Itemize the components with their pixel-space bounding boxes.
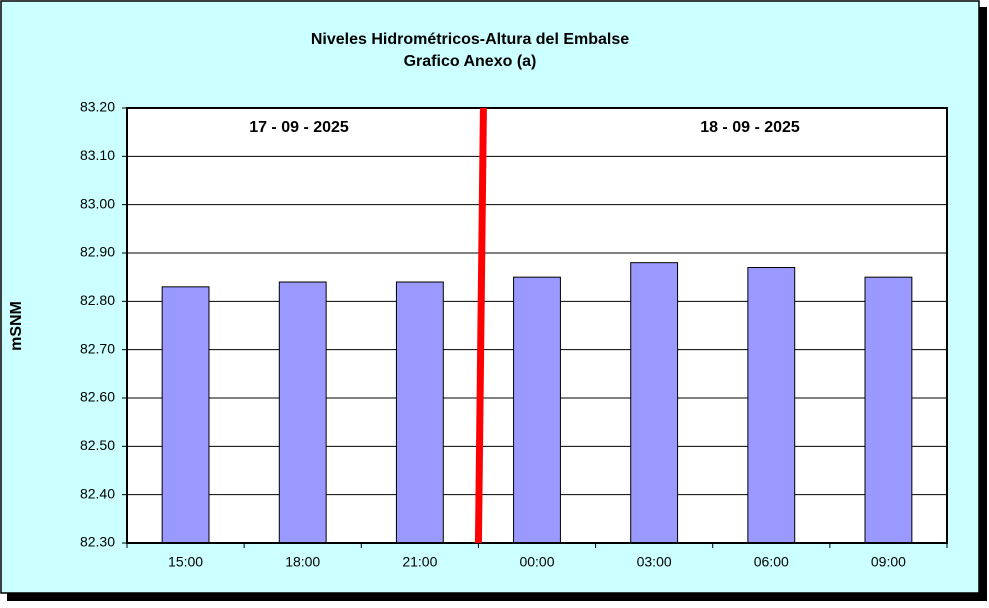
- x-tick-label: 06:00: [754, 554, 789, 570]
- y-axis-label: mSNM: [8, 301, 25, 351]
- bar: [630, 262, 679, 544]
- bar: [513, 276, 561, 544]
- y-tick-label: 83.20: [80, 99, 115, 115]
- y-tick-label: 82.50: [80, 437, 115, 453]
- bar: [747, 267, 796, 544]
- y-tick-label: 83.00: [80, 195, 115, 211]
- annotation: 17 - 09 - 2025: [249, 119, 349, 136]
- y-tick-label: 82.30: [80, 534, 115, 550]
- x-tick-label: 18:00: [285, 554, 320, 570]
- y-tick-label: 82.40: [80, 485, 115, 501]
- bar: [278, 281, 327, 544]
- bar: [395, 281, 444, 544]
- chart-title: Niveles Hidrométricos-Altura del Embalse: [311, 31, 629, 48]
- plot-border: [126, 107, 948, 544]
- x-tick-label: 03:00: [637, 554, 672, 570]
- x-tick-label: 00:00: [519, 554, 554, 570]
- chart-subtitle: Grafico Anexo (a): [404, 53, 537, 70]
- y-tick-label: 82.90: [80, 244, 115, 260]
- y-tick-label: 82.60: [80, 389, 115, 405]
- x-tick-label: 09:00: [871, 554, 906, 570]
- x-tick-label: 15:00: [168, 554, 203, 570]
- y-tick-label: 82.70: [80, 340, 115, 356]
- y-tick-label: 83.10: [80, 147, 115, 163]
- day-separator: [474, 107, 487, 544]
- annotation: 18 - 09 - 2025: [700, 119, 800, 136]
- y-tick-label: 82.80: [80, 292, 115, 308]
- bar: [161, 286, 210, 544]
- bar: [864, 276, 913, 544]
- x-tick-label: 21:00: [402, 554, 437, 570]
